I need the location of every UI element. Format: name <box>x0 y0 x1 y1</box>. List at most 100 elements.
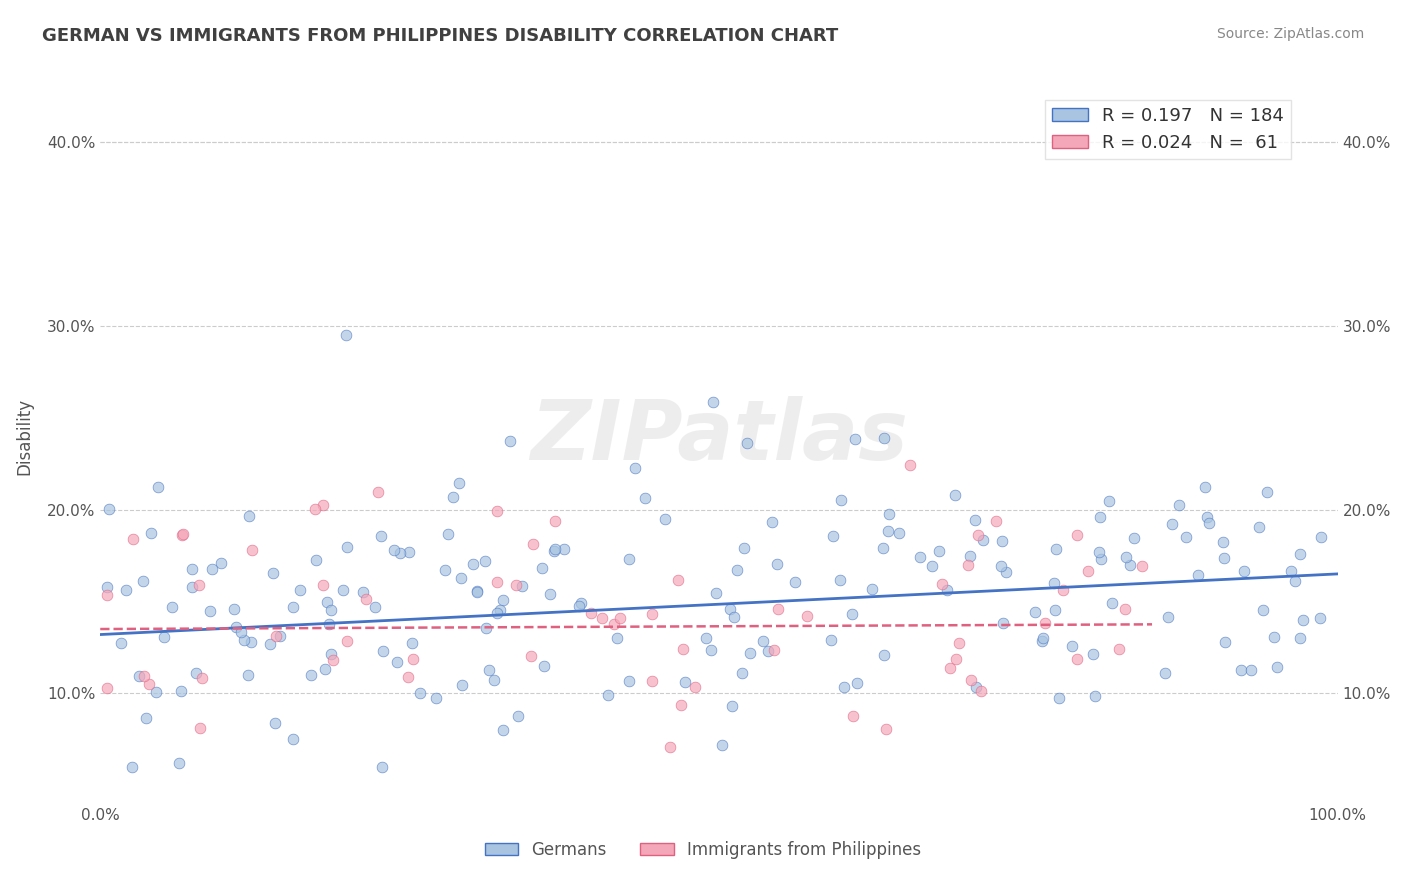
Point <box>723 609 745 624</box>
Point <box>733 541 755 555</box>
Point <box>1240 664 1263 678</box>
Point <box>474 554 496 568</box>
Point <box>1035 616 1057 631</box>
Point <box>505 578 527 592</box>
Point <box>887 525 910 540</box>
Point <box>619 552 641 566</box>
Point <box>96 681 118 695</box>
Point <box>1230 663 1253 677</box>
Point <box>167 756 190 770</box>
Point <box>591 611 613 625</box>
Point <box>1077 564 1099 578</box>
Point <box>844 432 866 446</box>
Point <box>991 616 1014 631</box>
Point <box>761 515 783 529</box>
Point <box>596 688 619 702</box>
Point <box>731 665 754 680</box>
Point <box>198 604 221 618</box>
Point <box>945 652 967 666</box>
Point <box>398 544 420 558</box>
Point <box>1310 530 1333 544</box>
Point <box>948 636 970 650</box>
Point <box>721 698 744 713</box>
Point <box>382 542 405 557</box>
Point <box>756 644 779 658</box>
Point <box>238 509 260 524</box>
Point <box>1098 493 1121 508</box>
Point <box>875 723 897 737</box>
Point <box>1081 647 1104 661</box>
Point <box>602 616 624 631</box>
Point <box>475 621 498 635</box>
Point <box>700 642 723 657</box>
Point <box>718 602 741 616</box>
Point <box>478 663 501 677</box>
Text: GERMAN VS IMMIGRANTS FROM PHILIPPINES DISABILITY CORRELATION CHART: GERMAN VS IMMIGRANTS FROM PHILIPPINES DI… <box>42 27 838 45</box>
Point <box>314 662 336 676</box>
Point <box>385 655 408 669</box>
Point <box>669 698 692 712</box>
Point <box>1279 564 1302 578</box>
Point <box>939 660 962 674</box>
Point <box>762 642 785 657</box>
Point <box>1043 603 1066 617</box>
Point <box>842 709 865 723</box>
Point <box>319 603 342 617</box>
Point <box>319 648 342 662</box>
Point <box>170 683 193 698</box>
Point <box>1101 595 1123 609</box>
Point <box>544 514 567 528</box>
Point <box>1249 520 1271 534</box>
Point <box>354 592 377 607</box>
Point <box>180 562 202 576</box>
Point <box>672 641 695 656</box>
Point <box>1119 558 1142 572</box>
Point <box>1292 613 1315 627</box>
Point <box>783 575 806 590</box>
Point <box>110 636 132 650</box>
Point <box>1194 480 1216 494</box>
Point <box>371 760 394 774</box>
Point <box>336 540 359 554</box>
Point <box>1263 630 1285 644</box>
Point <box>461 557 484 571</box>
Point <box>538 587 561 601</box>
Y-axis label: Disability: Disability <box>15 398 32 475</box>
Point <box>240 634 263 648</box>
Point <box>450 677 472 691</box>
Point <box>312 578 335 592</box>
Point <box>441 490 464 504</box>
Point <box>1052 583 1074 598</box>
Point <box>579 606 602 620</box>
Point <box>229 625 252 640</box>
Point <box>491 723 513 737</box>
Point <box>238 668 260 682</box>
Point <box>959 549 981 564</box>
Point <box>1066 652 1088 666</box>
Point <box>702 394 724 409</box>
Point <box>409 686 432 700</box>
Point <box>1233 564 1256 578</box>
Point <box>367 484 389 499</box>
Point <box>520 649 543 664</box>
Point <box>304 502 326 516</box>
Point <box>1174 530 1197 544</box>
Point <box>184 665 207 680</box>
Point <box>401 636 423 650</box>
Point <box>828 574 851 588</box>
Point <box>486 504 509 518</box>
Point <box>943 488 966 502</box>
Point <box>1212 534 1234 549</box>
Point <box>568 599 591 614</box>
Point <box>860 582 883 596</box>
Point <box>935 583 957 598</box>
Point <box>288 583 311 598</box>
Point <box>873 431 896 445</box>
Point <box>352 585 374 599</box>
Point <box>139 525 162 540</box>
Point <box>1198 516 1220 530</box>
Point <box>187 578 209 592</box>
Point <box>269 629 291 643</box>
Point <box>1108 642 1130 657</box>
Point <box>1060 639 1083 653</box>
